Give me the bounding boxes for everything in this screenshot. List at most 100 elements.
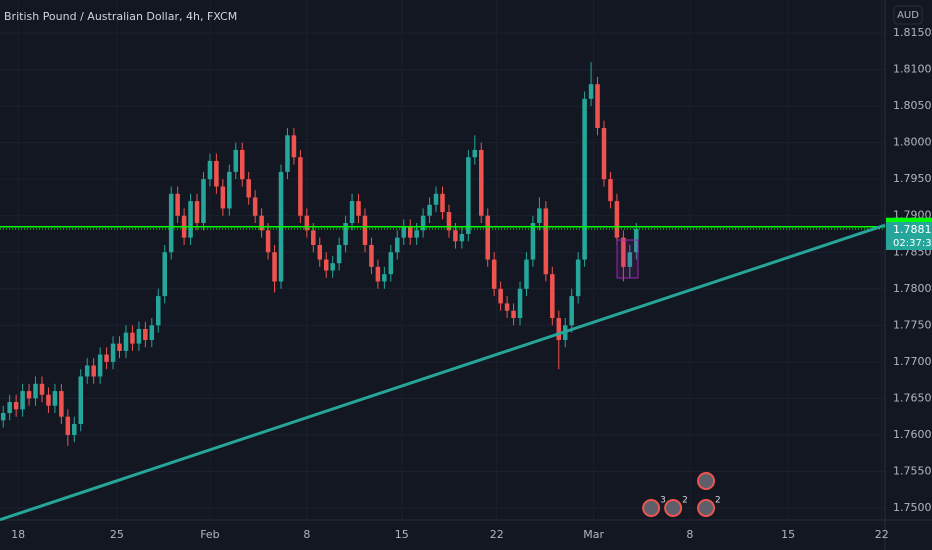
candle-body (265, 230, 271, 253)
candle-body (239, 149, 245, 180)
currency-label[interactable]: AUD (897, 10, 919, 21)
y-tick-label: 1.77500 (893, 318, 932, 331)
candle-body (485, 215, 490, 260)
candle-body (46, 394, 51, 406)
candle-body (375, 266, 381, 282)
event-count: 2 (682, 496, 688, 506)
candle-body (343, 223, 348, 245)
y-tick-label: 1.76500 (893, 391, 932, 404)
candle-body (143, 328, 148, 340)
x-tick-label: Mar (583, 528, 604, 541)
candle-body (427, 204, 432, 216)
candle-body (401, 226, 407, 238)
candle-body (569, 296, 574, 326)
candle-body (168, 193, 174, 253)
candle-body (588, 84, 594, 99)
candle-body (13, 402, 19, 410)
candle-body (369, 244, 374, 267)
candle-body (162, 252, 167, 297)
candle-body (175, 193, 180, 216)
candle-body (530, 223, 536, 260)
candle-body (220, 186, 226, 209)
candle-body (84, 365, 90, 377)
event-icon (697, 499, 716, 517)
candle-body (582, 98, 587, 260)
candle-body (511, 310, 516, 319)
candle-body (246, 179, 251, 198)
candle-body (453, 230, 458, 242)
candle-body (91, 365, 96, 377)
y-tick-label: 1.81500 (893, 26, 932, 39)
candle-body (543, 208, 549, 275)
candle-body (459, 233, 465, 242)
candle-body (252, 197, 258, 216)
candle-body (227, 171, 232, 209)
candle-body (156, 296, 161, 326)
drawing-box (616, 239, 639, 279)
candle-body (504, 303, 510, 311)
candle-body (395, 237, 400, 253)
candle-body (382, 274, 387, 282)
candle-body (201, 179, 206, 224)
candle-body (39, 383, 45, 395)
candle-body (0, 413, 6, 421)
candle-body (26, 391, 32, 399)
candle-body (323, 259, 329, 271)
candle-body (317, 244, 323, 260)
candle-body (498, 288, 503, 304)
candle-body (575, 259, 581, 297)
x-tick-label: 15 (395, 528, 409, 541)
candle-body (65, 416, 71, 435)
candle-body (517, 288, 523, 319)
candle-body (420, 215, 426, 231)
candle-body (362, 215, 368, 245)
y-tick-label: 1.75500 (893, 464, 932, 477)
candle-body (524, 259, 529, 289)
candle-body (537, 208, 542, 224)
y-tick-label: 1.77000 (893, 355, 932, 368)
candle-body (627, 252, 633, 267)
y-tick-label: 1.78000 (893, 282, 932, 295)
candle-body (621, 237, 626, 267)
candle-body (33, 383, 38, 399)
candle-body (97, 354, 103, 377)
x-tick-label: 18 (11, 528, 25, 541)
x-tick-label: 25 (110, 528, 124, 541)
candle-body (550, 274, 555, 319)
candle-body (407, 226, 413, 238)
y-tick-label: 1.75000 (893, 501, 932, 514)
candle-body (601, 128, 607, 180)
currency-box[interactable] (893, 5, 923, 25)
event-icon (642, 499, 661, 517)
candle-body (136, 328, 142, 344)
candle-body (214, 160, 219, 187)
candle-body (110, 343, 116, 362)
candle-body (356, 201, 361, 216)
candle-body (188, 201, 193, 238)
candle-body (298, 157, 303, 216)
x-tick-label: 8 (303, 528, 310, 541)
x-tick-label: 22 (875, 528, 889, 541)
last-price-label: 1.78818 (893, 223, 932, 236)
candle-body (466, 157, 471, 234)
y-tick-label: 1.79500 (893, 172, 932, 185)
candle-body (207, 160, 213, 180)
candle-body (130, 332, 135, 344)
x-tick-label: 8 (686, 528, 693, 541)
candle-body (556, 318, 562, 340)
candle-body (433, 193, 439, 205)
countdown-label: 02:37:34 (893, 238, 932, 249)
candle-body (59, 391, 64, 417)
candle-body (194, 201, 200, 224)
candle-body (478, 149, 484, 216)
event-count: 2 (715, 496, 721, 506)
event-icon (697, 472, 716, 490)
candle-body (7, 402, 12, 414)
chart-title: British Pound / Australian Dollar, 4h, F… (4, 10, 237, 23)
candle-body (330, 263, 335, 271)
candle-body (259, 215, 264, 231)
y-tick-label: 1.81000 (893, 63, 932, 76)
last-price-box (886, 222, 932, 251)
x-tick-label: Feb (200, 528, 219, 541)
